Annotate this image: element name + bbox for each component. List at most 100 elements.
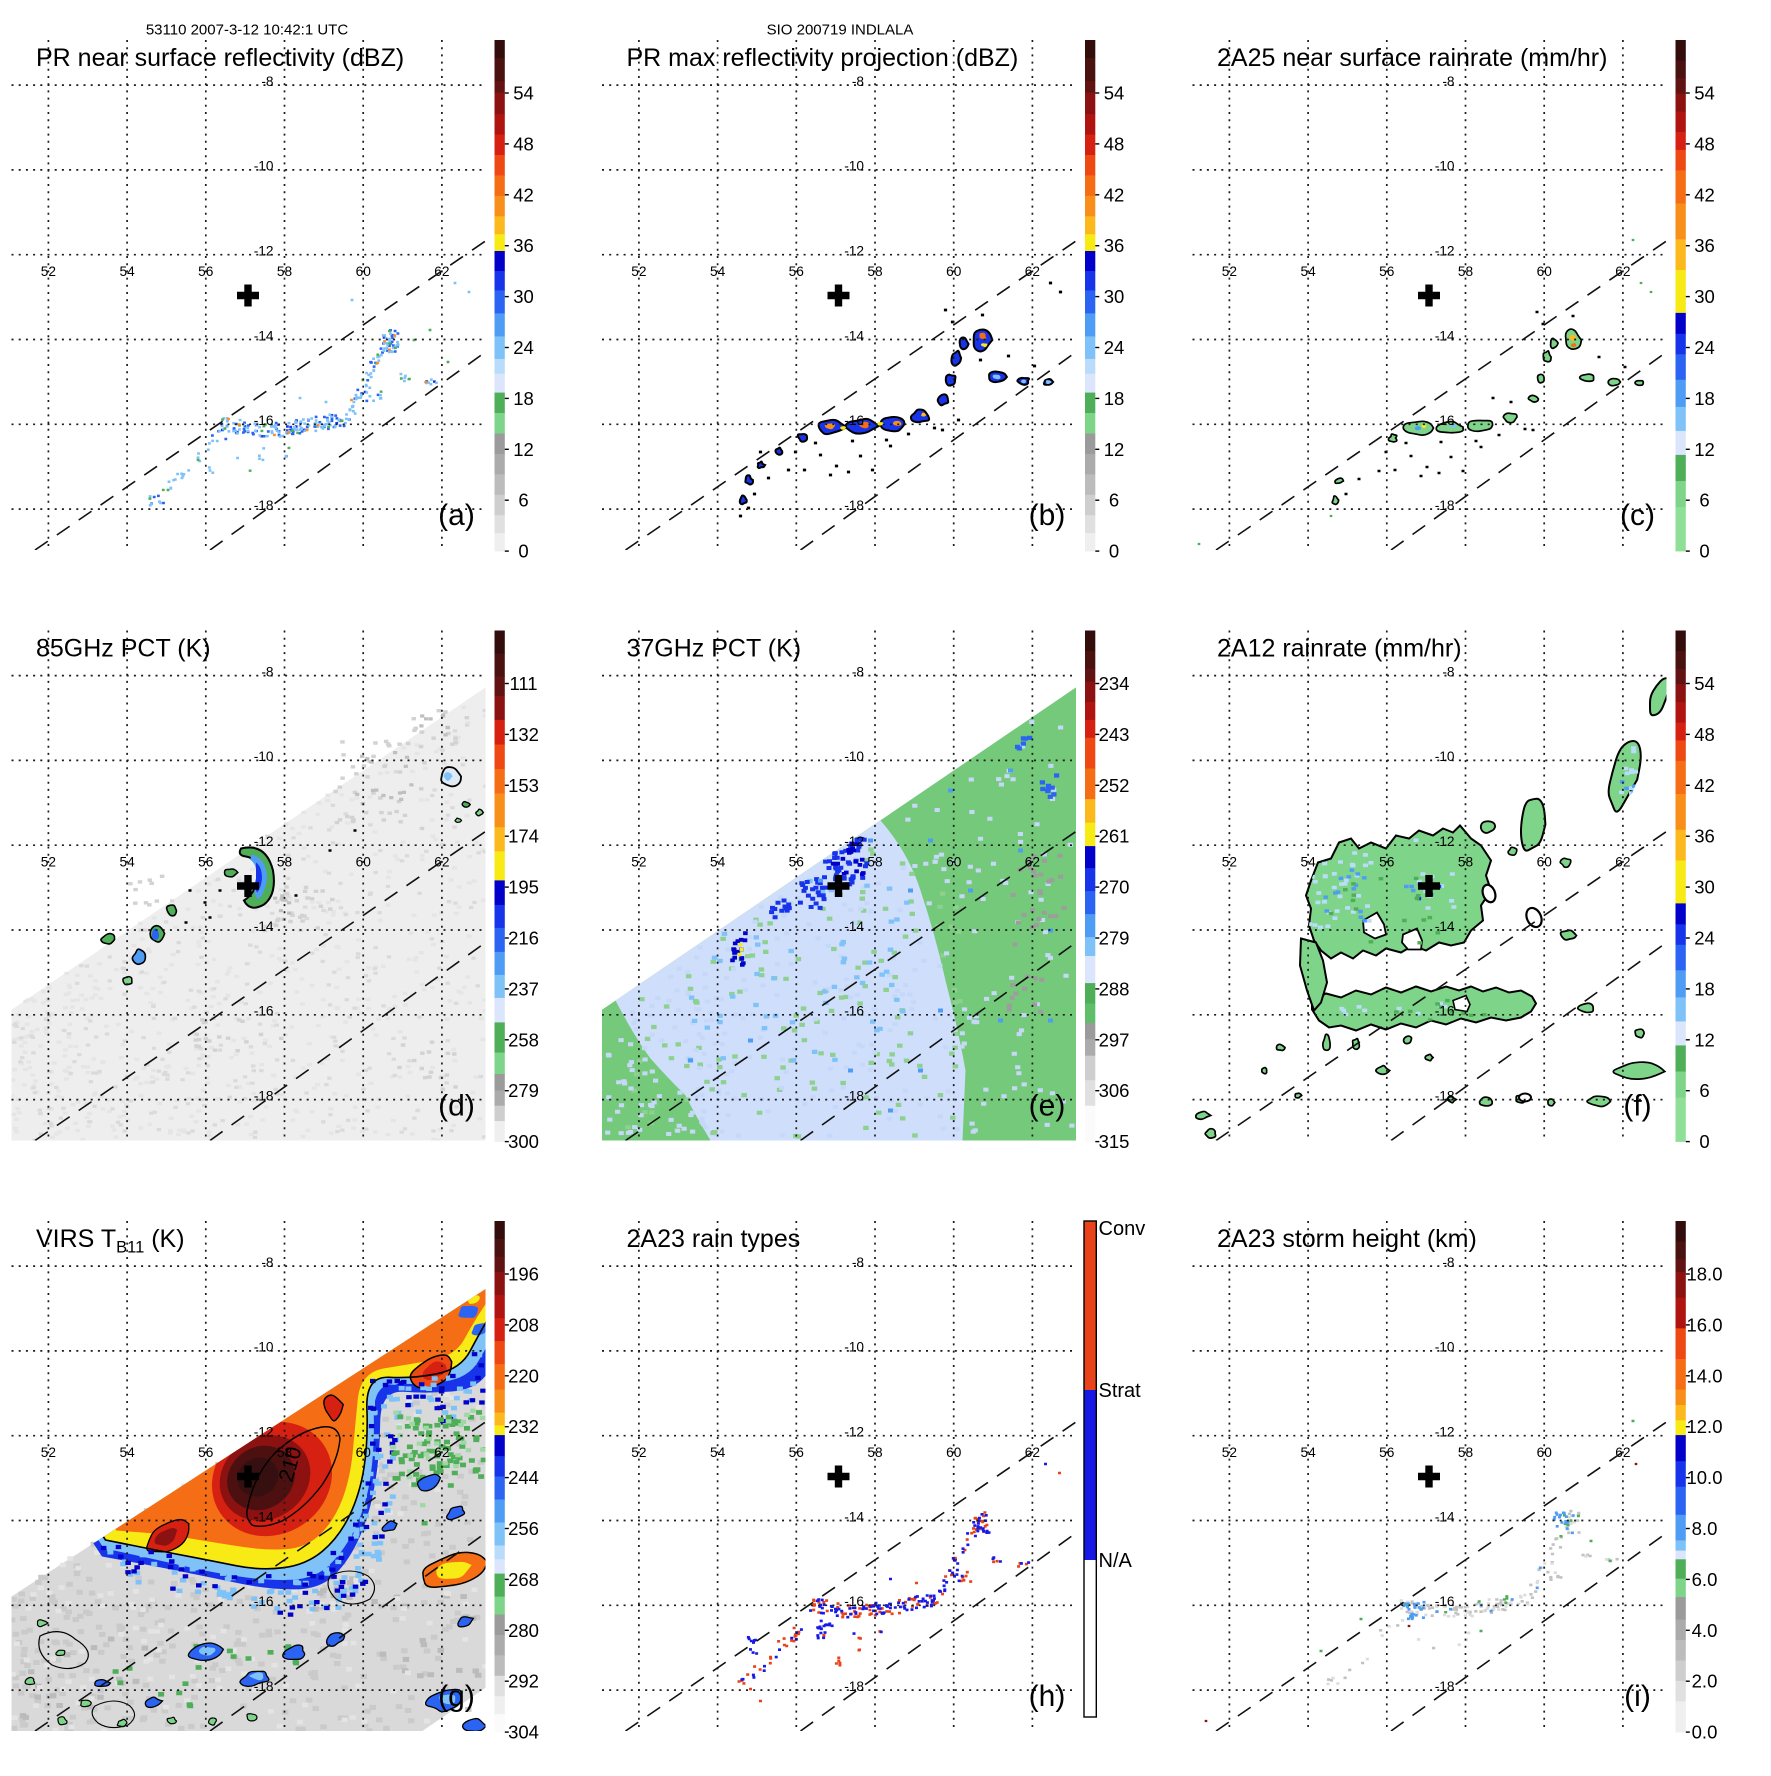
svg-text:48: 48 bbox=[513, 133, 534, 154]
svg-text:-18: -18 bbox=[1435, 498, 1455, 513]
svg-text:54: 54 bbox=[513, 83, 534, 104]
svg-text:14.0: 14.0 bbox=[1686, 1365, 1722, 1386]
svg-text:60: 60 bbox=[1537, 855, 1553, 870]
svg-text:-18: -18 bbox=[254, 1679, 274, 1694]
svg-text:-8: -8 bbox=[1442, 664, 1455, 679]
svg-text:-18: -18 bbox=[1435, 1088, 1455, 1103]
svg-text:-14: -14 bbox=[1435, 328, 1455, 343]
svg-text:-10: -10 bbox=[254, 749, 274, 764]
svg-text:36: 36 bbox=[1694, 235, 1715, 256]
svg-text:56: 56 bbox=[1379, 855, 1395, 870]
svg-text:60: 60 bbox=[1537, 264, 1553, 279]
svg-text:-10: -10 bbox=[1435, 1340, 1455, 1355]
svg-text:-16: -16 bbox=[844, 1004, 864, 1019]
svg-text:270: 270 bbox=[1099, 877, 1130, 898]
svg-text:54: 54 bbox=[1300, 264, 1316, 279]
svg-text:-8: -8 bbox=[852, 664, 865, 679]
svg-text:37GHz PCT (K): 37GHz PCT (K) bbox=[627, 635, 802, 663]
svg-text:60: 60 bbox=[1537, 1445, 1553, 1460]
svg-text:36: 36 bbox=[513, 235, 534, 256]
svg-text:232: 232 bbox=[508, 1416, 539, 1437]
svg-text:-16: -16 bbox=[254, 1004, 274, 1019]
svg-text:(c): (c) bbox=[1620, 499, 1655, 532]
svg-text:300: 300 bbox=[508, 1131, 539, 1152]
svg-text:42: 42 bbox=[1694, 775, 1715, 796]
svg-text:234: 234 bbox=[1099, 673, 1130, 694]
svg-text:54: 54 bbox=[710, 1445, 726, 1460]
svg-text:-12: -12 bbox=[254, 244, 274, 259]
svg-text:-14: -14 bbox=[1435, 1509, 1455, 1524]
svg-text:258: 258 bbox=[508, 1029, 539, 1050]
svg-text:6: 6 bbox=[1699, 490, 1709, 511]
svg-text:62: 62 bbox=[1025, 264, 1040, 279]
svg-text:(b): (b) bbox=[1029, 499, 1066, 532]
svg-text:18: 18 bbox=[1694, 978, 1715, 999]
svg-text:48: 48 bbox=[1694, 724, 1715, 745]
svg-text:8.0: 8.0 bbox=[1692, 1518, 1718, 1539]
svg-text:2A23 storm height (km): 2A23 storm height (km) bbox=[1217, 1225, 1477, 1253]
svg-text:36: 36 bbox=[1694, 826, 1715, 847]
svg-text:304: 304 bbox=[508, 1722, 539, 1743]
svg-text:-8: -8 bbox=[261, 74, 274, 89]
svg-text:54: 54 bbox=[1694, 673, 1715, 694]
svg-text:-10: -10 bbox=[844, 159, 864, 174]
svg-text:-16: -16 bbox=[844, 1594, 864, 1609]
svg-text:292: 292 bbox=[508, 1671, 539, 1692]
svg-text:24: 24 bbox=[1694, 337, 1715, 358]
svg-text:56: 56 bbox=[198, 855, 214, 870]
svg-text:58: 58 bbox=[867, 1445, 883, 1460]
svg-text:-18: -18 bbox=[1435, 1679, 1455, 1694]
svg-text:-10: -10 bbox=[1435, 159, 1455, 174]
svg-text:-18: -18 bbox=[254, 498, 274, 513]
svg-text:-12: -12 bbox=[844, 834, 864, 849]
svg-text:(a): (a) bbox=[438, 499, 475, 532]
svg-text:279: 279 bbox=[508, 1080, 539, 1101]
svg-text:280: 280 bbox=[508, 1620, 539, 1641]
svg-text:58: 58 bbox=[867, 855, 883, 870]
svg-text:-14: -14 bbox=[254, 1509, 274, 1524]
svg-text:18.0: 18.0 bbox=[1686, 1264, 1722, 1285]
svg-text:288: 288 bbox=[1099, 978, 1130, 999]
svg-text:52: 52 bbox=[41, 264, 56, 279]
svg-text:24: 24 bbox=[513, 337, 534, 358]
svg-text:243: 243 bbox=[1099, 724, 1130, 745]
svg-text:30: 30 bbox=[513, 286, 534, 307]
svg-text:62: 62 bbox=[1025, 1445, 1040, 1460]
svg-text:-18: -18 bbox=[844, 1088, 864, 1103]
svg-text:297: 297 bbox=[1099, 1029, 1130, 1050]
svg-text:-18: -18 bbox=[844, 1679, 864, 1694]
svg-text:279: 279 bbox=[1099, 928, 1130, 949]
svg-text:(d): (d) bbox=[438, 1090, 475, 1123]
svg-text:18: 18 bbox=[1694, 388, 1715, 409]
svg-text:52: 52 bbox=[1222, 1445, 1237, 1460]
svg-text:Conv: Conv bbox=[1099, 1218, 1146, 1240]
svg-text:261: 261 bbox=[1099, 826, 1130, 847]
svg-text:10.0: 10.0 bbox=[1686, 1467, 1722, 1488]
svg-text:153: 153 bbox=[508, 775, 539, 796]
svg-text:0: 0 bbox=[1699, 541, 1709, 562]
svg-text:52: 52 bbox=[631, 1445, 646, 1460]
svg-text:52: 52 bbox=[41, 1445, 56, 1460]
svg-text:-12: -12 bbox=[1435, 244, 1455, 259]
svg-text:60: 60 bbox=[356, 1445, 372, 1460]
svg-text:12: 12 bbox=[1694, 439, 1715, 460]
svg-text:(e): (e) bbox=[1029, 1090, 1066, 1123]
svg-text:12.0: 12.0 bbox=[1686, 1416, 1722, 1437]
svg-text:54: 54 bbox=[119, 1445, 135, 1460]
svg-text:-16: -16 bbox=[254, 413, 274, 428]
svg-text:52: 52 bbox=[631, 855, 646, 870]
svg-text:56: 56 bbox=[789, 855, 805, 870]
svg-text:54: 54 bbox=[710, 264, 726, 279]
svg-text:52: 52 bbox=[41, 855, 56, 870]
svg-text:54: 54 bbox=[1300, 855, 1316, 870]
svg-text:12: 12 bbox=[1694, 1029, 1715, 1050]
svg-text:42: 42 bbox=[1694, 184, 1715, 205]
svg-text:(i): (i) bbox=[1624, 1680, 1651, 1713]
svg-text:62: 62 bbox=[1615, 855, 1630, 870]
svg-text:42: 42 bbox=[1104, 184, 1125, 205]
svg-text:56: 56 bbox=[789, 1445, 805, 1460]
svg-text:-16: -16 bbox=[1435, 1004, 1455, 1019]
svg-text:2A25 near surface rainrate (mm: 2A25 near surface rainrate (mm/hr) bbox=[1217, 44, 1607, 72]
svg-text:54: 54 bbox=[1300, 1445, 1316, 1460]
svg-text:-16: -16 bbox=[254, 1594, 274, 1609]
